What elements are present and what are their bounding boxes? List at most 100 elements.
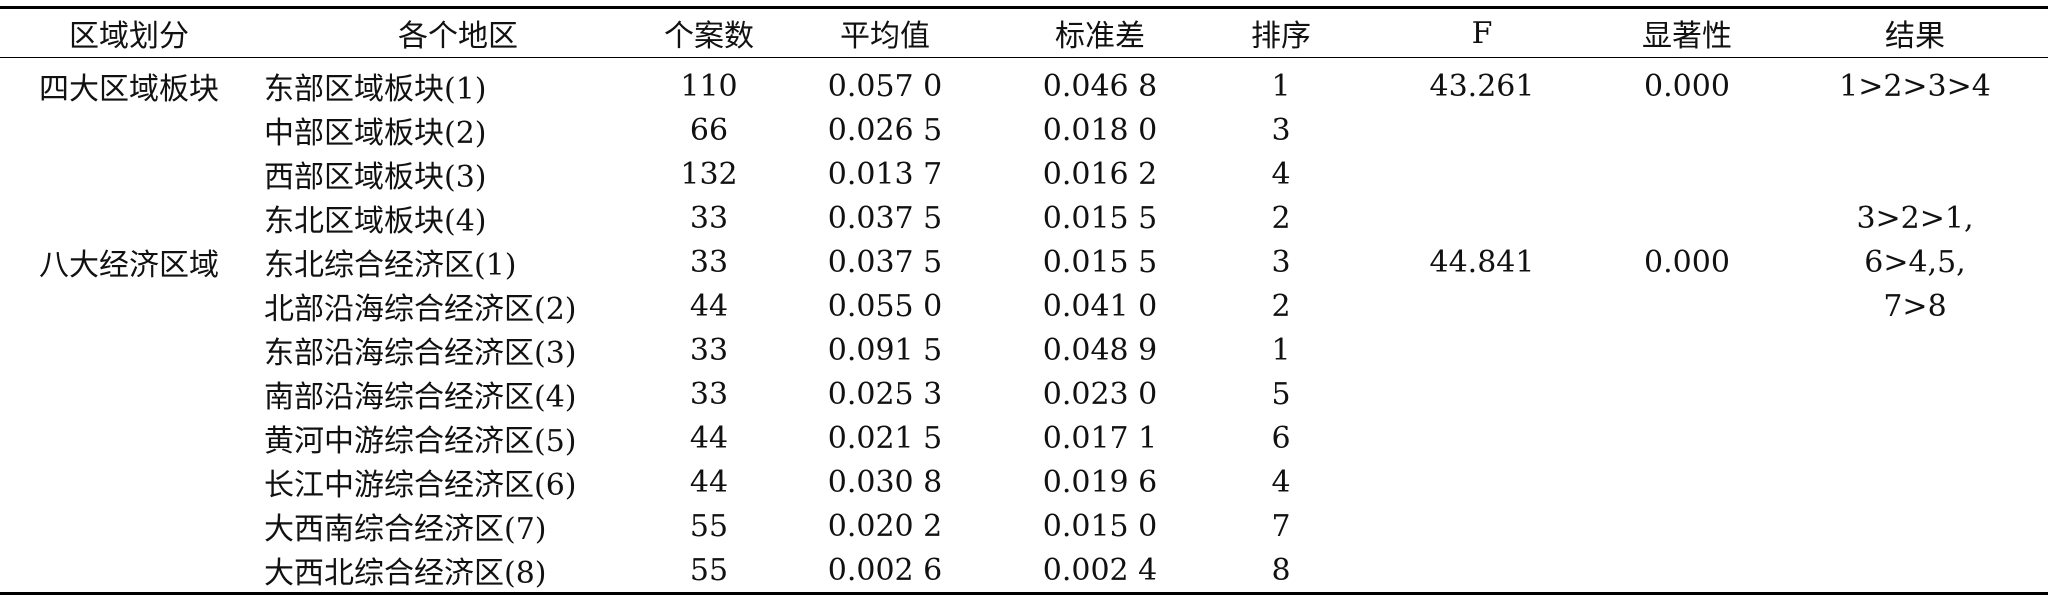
- cell-group: [0, 152, 258, 196]
- cell-f: 44.841: [1429, 244, 1535, 280]
- cell-rank: 3: [1271, 112, 1291, 148]
- cell-group: 四大区域板块: [39, 72, 219, 107]
- cell-count: 33: [689, 244, 729, 280]
- cell-rank: 2: [1271, 200, 1291, 236]
- header-std: 标准差: [1010, 6, 1190, 58]
- table-row: 北部沿海综合经济区(2) 44 0.055 0 0.041 0 2 7>8: [0, 284, 2048, 328]
- cell-std: 0.046 8: [1042, 68, 1158, 104]
- cell-rank: 4: [1271, 156, 1291, 192]
- cell-std: 0.018 0: [1042, 112, 1158, 148]
- cell-std: 0.015 5: [1042, 244, 1158, 280]
- cell-mean: 0.025 3: [827, 376, 943, 412]
- cell-count: 33: [689, 332, 729, 368]
- cell-group: [0, 328, 258, 372]
- cell-mean: 0.021 5: [827, 420, 943, 456]
- table-row: 东部沿海综合经济区(3) 33 0.091 5 0.048 9 1: [0, 328, 2048, 372]
- table-body: 四大区域板块 东部区域板块(1) 110 0.057 0 0.046 8 1 43.261 0…: [0, 58, 2048, 595]
- table-row: 大西南综合经济区(7) 55 0.020 2 0.015 0 7: [0, 504, 2048, 548]
- header-mean: 平均值: [760, 6, 1010, 58]
- table-header: 区域划分 各个地区 个案数 平均值 标准差 排序 F 显著性 结果: [0, 6, 2048, 58]
- cell-rank: 1: [1271, 332, 1291, 368]
- cell-group: [0, 504, 258, 548]
- cell-f: [1372, 152, 1592, 196]
- table-row: 四大区域板块 东部区域板块(1) 110 0.057 0 0.046 8 1 43.261 0…: [0, 58, 2048, 109]
- cell-sig: [1592, 284, 1782, 328]
- cell-result: [1782, 152, 2048, 196]
- cell-f: [1372, 372, 1592, 416]
- header-sig: 显著性: [1592, 6, 1782, 58]
- table-row: 南部沿海综合经济区(4) 33 0.025 3 0.023 0 5: [0, 372, 2048, 416]
- cell-group: [0, 284, 258, 328]
- cell-region: 中部区域板块(2): [264, 116, 487, 151]
- cell-result: 6>4,5,: [1864, 244, 1966, 280]
- cell-sig: [1592, 548, 1782, 595]
- cell-sig: [1592, 328, 1782, 372]
- cell-f: [1372, 548, 1592, 595]
- cell-std: 0.002 4: [1010, 548, 1190, 595]
- cell-count: 44: [689, 420, 729, 456]
- cell-group: 八大经济区域: [39, 248, 219, 283]
- cell-group: [0, 196, 258, 240]
- cell-region: 北部沿海综合经济区(2): [264, 292, 577, 327]
- cell-count: 110: [680, 68, 738, 104]
- cell-region: 东部区域板块(1): [264, 72, 487, 107]
- table-row: 黄河中游综合经济区(5) 44 0.021 5 0.017 1 6: [0, 416, 2048, 460]
- header-result: 结果: [1782, 6, 2048, 58]
- cell-rank: 3: [1271, 244, 1291, 280]
- cell-count: 132: [680, 156, 738, 192]
- cell-f: [1372, 504, 1592, 548]
- cell-f: [1372, 416, 1592, 460]
- cell-result: [1782, 548, 2048, 595]
- cell-region: 东北区域板块(4): [264, 204, 487, 239]
- table-row: 八大经济区域 东北综合经济区(1) 33 0.037 5 0.015 5 3 44.841 0…: [0, 240, 2048, 284]
- cell-count: 33: [689, 376, 729, 412]
- header-rank: 排序: [1190, 6, 1372, 58]
- cell-sig: [1592, 460, 1782, 504]
- table-row: 长江中游综合经济区(6) 44 0.030 8 0.019 6 4: [0, 460, 2048, 504]
- cell-std: 0.023 0: [1042, 376, 1158, 412]
- table-row: 中部区域板块(2) 66 0.026 5 0.018 0 3: [0, 108, 2048, 152]
- cell-region: 南部沿海综合经济区(4): [264, 380, 577, 415]
- cell-count: 66: [689, 112, 729, 148]
- cell-group: [0, 372, 258, 416]
- table-row: 东北区域板块(4) 33 0.037 5 0.015 5 2 3>2>1,: [0, 196, 2048, 240]
- cell-mean: 0.002 6: [760, 548, 1010, 595]
- cell-count: 55: [658, 548, 760, 595]
- cell-group: [0, 416, 258, 460]
- cell-sig: [1592, 196, 1782, 240]
- cell-group: [0, 108, 258, 152]
- header-count: 个案数: [658, 6, 760, 58]
- cell-result: [1782, 372, 2048, 416]
- cell-result: [1782, 328, 2048, 372]
- cell-mean: 0.037 5: [827, 200, 943, 236]
- cell-rank: 7: [1271, 508, 1291, 544]
- cell-mean: 0.057 0: [827, 68, 943, 104]
- cell-mean: 0.013 7: [827, 156, 943, 192]
- cell-mean: 0.091 5: [827, 332, 943, 368]
- cell-rank: 2: [1271, 288, 1291, 324]
- cell-sig: [1592, 108, 1782, 152]
- cell-count: 44: [689, 288, 729, 324]
- cell-f: [1372, 328, 1592, 372]
- cell-result: 3>2>1,: [1856, 200, 1974, 236]
- cell-result: [1782, 416, 2048, 460]
- cell-f: 43.261: [1429, 68, 1535, 104]
- cell-mean: 0.030 8: [827, 464, 943, 500]
- cell-rank: 1: [1271, 68, 1291, 104]
- cell-std: 0.015 5: [1042, 200, 1158, 236]
- cell-rank: 8: [1190, 548, 1372, 595]
- cell-f: [1372, 284, 1592, 328]
- cell-sig: 0.000: [1644, 244, 1730, 280]
- cell-count: 44: [689, 464, 729, 500]
- cell-std: 0.017 1: [1042, 420, 1158, 456]
- cell-f: [1372, 196, 1592, 240]
- cell-region: 黄河中游综合经济区(5): [264, 424, 577, 459]
- cell-mean: 0.055 0: [827, 288, 943, 324]
- cell-region: 东北综合经济区(1): [264, 248, 517, 283]
- cell-f: [1372, 460, 1592, 504]
- header-row: 区域划分 各个地区 个案数 平均值 标准差 排序 F 显著性 结果: [0, 6, 2048, 58]
- table-row: 西部区域板块(3) 132 0.013 7 0.016 2 4: [0, 152, 2048, 196]
- anova-table-container: 区域划分 各个地区 个案数 平均值 标准差 排序 F 显著性 结果 四大区域板块…: [0, 6, 2048, 595]
- cell-std: 0.048 9: [1042, 332, 1158, 368]
